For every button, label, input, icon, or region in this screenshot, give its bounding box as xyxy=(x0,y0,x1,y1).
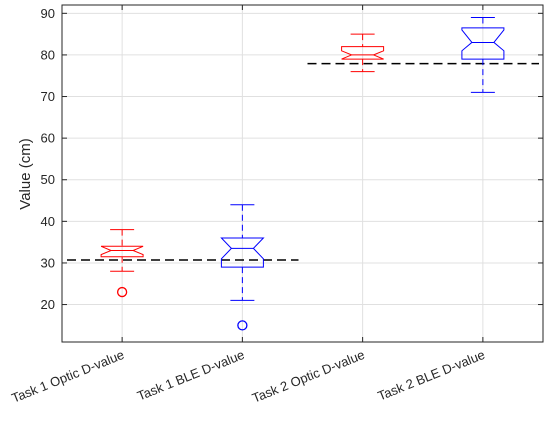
x-tick-label: Task 1 BLE D-value xyxy=(135,347,246,404)
x-tick-label: Task 1 Optic D-value xyxy=(9,347,126,406)
y-tick-label: 20 xyxy=(41,297,55,312)
reference-lines xyxy=(67,62,539,261)
plot-frame xyxy=(61,4,544,343)
y-tick-label: 60 xyxy=(41,131,55,146)
y-axis-label: Value (cm) xyxy=(17,138,34,209)
x-tick-label: Task 2 Optic D-value xyxy=(250,347,367,406)
outlier-point xyxy=(237,320,248,331)
y-tick-label: 40 xyxy=(41,214,55,229)
box-body xyxy=(220,237,265,268)
y-ticks: 20 30 40 50 60 70 80 90 xyxy=(41,6,543,312)
box-body xyxy=(100,245,144,258)
box-plot-4 xyxy=(461,16,505,93)
y-tick-label: 80 xyxy=(41,47,55,62)
y-tick-label: 30 xyxy=(41,255,55,270)
box-body xyxy=(461,27,505,60)
x-tick-label: Task 2 BLE D-value xyxy=(376,347,487,404)
y-tick-label: 50 xyxy=(41,172,55,187)
y-tick-label: 90 xyxy=(41,6,55,21)
box-plot-3 xyxy=(341,33,385,73)
y-tick-label: 70 xyxy=(41,89,55,104)
box-plot-2 xyxy=(220,204,265,331)
boxes xyxy=(100,16,505,331)
plot-background xyxy=(62,5,543,342)
box-plot-1 xyxy=(100,229,144,298)
outlier-point xyxy=(116,286,128,298)
box-body xyxy=(341,46,385,60)
